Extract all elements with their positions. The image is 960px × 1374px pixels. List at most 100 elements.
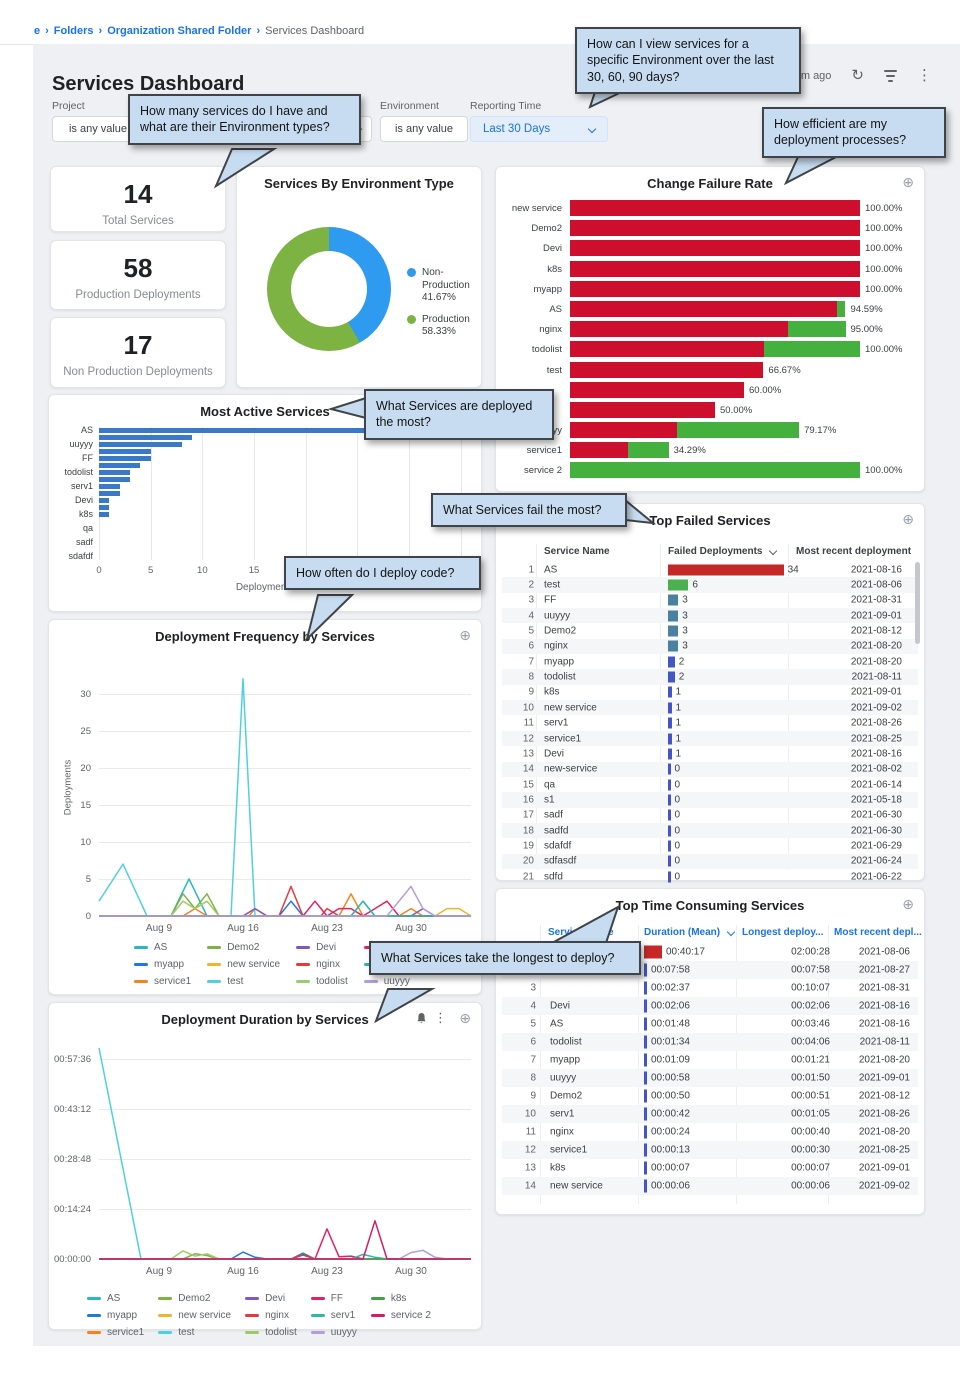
rank-cell: 4 <box>528 610 534 622</box>
x-tick-label: Aug 16 <box>227 923 259 934</box>
service-name-cell: serv1 <box>550 1108 575 1120</box>
globe-icon[interactable]: ⊕ <box>902 896 914 912</box>
service-label: myapp <box>533 283 562 295</box>
globe-icon[interactable]: ⊕ <box>902 174 914 190</box>
x-tick-label: Aug 30 <box>395 1266 427 1277</box>
service-name-cell: qa <box>544 779 556 791</box>
gridline <box>150 427 152 560</box>
longest-deploy-cell: 00:03:46 <box>791 1018 830 1030</box>
bar <box>99 428 471 433</box>
longest-deploy-cell: 00:00:30 <box>791 1144 830 1156</box>
kpi-label: Total Services <box>102 215 174 227</box>
legend-item: todolist <box>245 1325 297 1340</box>
breadcrumb-item[interactable]: Folders <box>53 25 94 37</box>
date-cell: 2021-08-31 <box>850 594 902 606</box>
gridline <box>99 767 471 769</box>
value-cell: 34 <box>787 564 799 576</box>
table-row: 2 test 6 2021-08-06 <box>502 577 918 593</box>
legend-item: new service <box>207 957 280 972</box>
table-row: 5 Demo2 3 2021-08-12 <box>502 623 918 638</box>
failure-bar <box>570 280 860 297</box>
x-tick-label: 5 <box>148 565 154 576</box>
duration-mean-cell: 00:00:42 <box>651 1108 690 1120</box>
legend-swatch <box>407 268 416 277</box>
refresh-icon[interactable]: ↻ <box>851 67 864 84</box>
cfr-row: service1 34.29% <box>510 441 916 461</box>
value-bar <box>668 702 672 714</box>
date-cell: 2021-09-01 <box>850 686 902 698</box>
date-cell: 2021-08-11 <box>859 1036 910 1048</box>
panel-deployment-frequency: Deployment Frequency by Services ⊕ 30 25 2… <box>48 619 482 995</box>
rank-cell: 17 <box>522 809 534 821</box>
plot-area: 30 25 20 15 10 5 0 Aug 9 Aug 16 Aug 23 Aug 30 <box>80 664 472 934</box>
date-cell: 2021-08-26 <box>850 717 902 729</box>
legend-item: Devi <box>245 1291 297 1306</box>
y-tick-label: serv1 <box>70 481 93 491</box>
environment-filter-field[interactable]: is any value <box>380 116 468 142</box>
value-label: 79.17% <box>804 425 837 437</box>
value-bar <box>668 855 671 867</box>
duration-mean-cell: 00:01:09 <box>651 1054 690 1066</box>
legend-label: Non-Production 41.67% <box>422 267 470 303</box>
legend-item: myapp <box>87 1308 144 1323</box>
kebab-icon[interactable]: ⋮ <box>434 1010 447 1025</box>
legend-label: test <box>178 1327 195 1338</box>
service-name-cell: AS <box>544 564 558 576</box>
legend-label: service1 <box>154 976 192 987</box>
project-filter-label: Project <box>52 100 85 112</box>
gridline <box>99 878 471 880</box>
success-bar <box>836 300 846 317</box>
failure-bar <box>570 422 678 439</box>
bar <box>99 484 120 489</box>
x-tick-label: Aug 23 <box>311 923 343 934</box>
breadcrumb-item[interactable]: e <box>34 25 41 37</box>
legend-swatch <box>310 1297 325 1300</box>
date-cell: 2021-09-01 <box>850 610 902 622</box>
globe-icon[interactable]: ⊕ <box>902 511 914 527</box>
date-cell: 2021-05-18 <box>850 794 902 806</box>
cfr-row: 60.00% <box>510 381 916 401</box>
bar <box>99 456 151 461</box>
table-row: 6 nginx 3 2021-08-20 <box>502 638 918 655</box>
kebab-icon[interactable]: ⋮ <box>917 67 932 84</box>
date-cell: 2021-08-06 <box>850 579 902 591</box>
legend-label: k8s <box>390 1293 407 1304</box>
legend-swatch <box>370 1314 385 1317</box>
service-name-cell: nginx <box>550 1126 574 1138</box>
globe-icon[interactable]: ⊕ <box>459 1010 471 1026</box>
rank-cell: 4 <box>530 1000 536 1012</box>
value-cell: 6 <box>692 579 698 591</box>
scrollbar[interactable] <box>915 562 920 644</box>
table-row: 13 Devi 1 2021-08-16 <box>502 746 918 761</box>
value-cell: 1 <box>675 733 682 745</box>
breadcrumb[interactable]: e › Folders › Organization Shared Folder › Ser… <box>34 25 364 37</box>
legend-swatch <box>134 946 148 949</box>
date-cell: 2021-06-30 <box>850 809 902 821</box>
series-line-myapp <box>99 1251 471 1260</box>
project-filter-field[interactable]: is any value <box>52 116 144 142</box>
sort-chevron-icon <box>769 546 778 556</box>
sort-chevron-icon <box>726 927 736 937</box>
legend-label: service 2 <box>390 1310 431 1321</box>
legend-label: myapp <box>107 1310 138 1321</box>
column-header-duration-mean[interactable]: Duration (Mean) <box>644 927 736 938</box>
globe-icon[interactable]: ⊕ <box>459 627 471 643</box>
rank-cell: 13 <box>524 1162 536 1174</box>
y-tick-label: 00:43:12 <box>54 1104 91 1116</box>
reporting-time-dropdown[interactable]: Last 30 Days <box>470 116 608 142</box>
table-row: 15 qa 0 2021-06-14 <box>502 777 918 792</box>
duration-mean-cell: 00:00:06 <box>651 1180 690 1192</box>
success-bar <box>570 462 860 479</box>
value-cell: 0 <box>674 779 681 791</box>
service-name-cell: AS <box>550 1018 564 1030</box>
value-cell: 0 <box>674 825 681 837</box>
column-header-failed-deployments[interactable]: Failed Deployments <box>668 546 778 557</box>
cfr-row: k8s 100.00% <box>510 260 916 280</box>
value-bar <box>668 825 671 837</box>
filter-icon[interactable] <box>884 69 897 82</box>
breadcrumb-item[interactable]: Organization Shared Folder <box>107 25 252 37</box>
series-line-FF <box>99 1228 471 1260</box>
rank-cell: 14 <box>524 1180 536 1192</box>
value-label: 100.00% <box>865 344 903 356</box>
rank-cell: 13 <box>522 748 534 760</box>
